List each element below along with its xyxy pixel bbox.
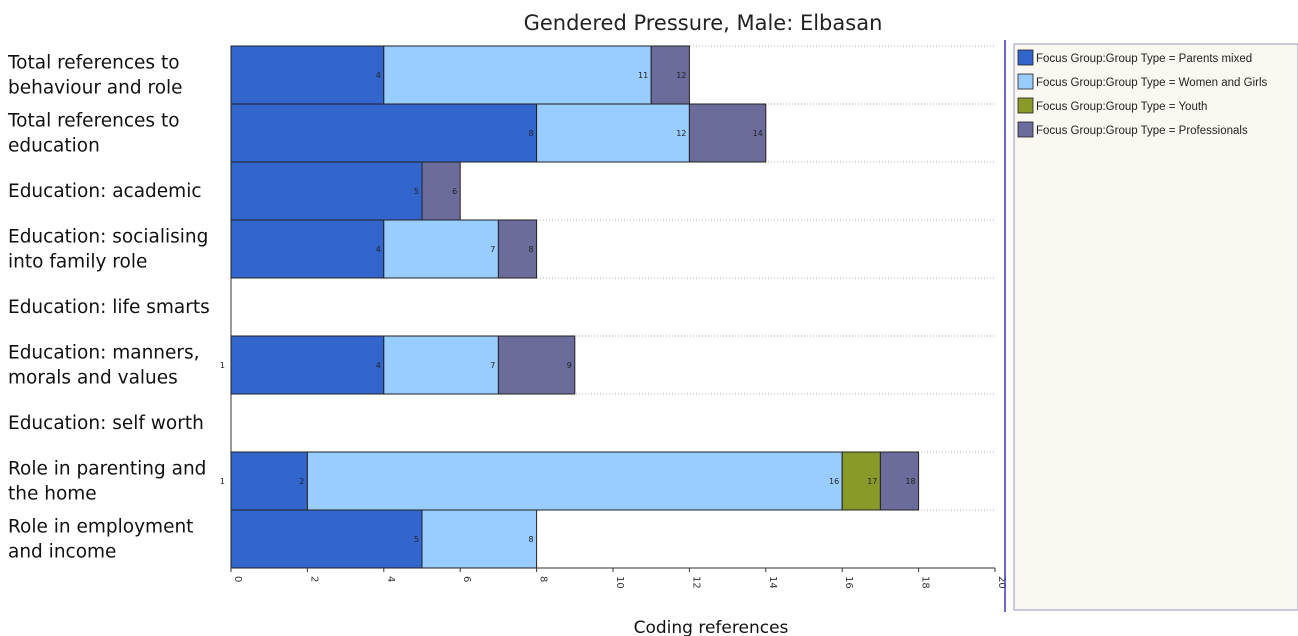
bar	[879, 451, 920, 511]
bar	[497, 219, 538, 279]
bar	[383, 335, 499, 395]
data-label: 17	[867, 477, 877, 486]
category-label: Total references to	[7, 53, 180, 74]
category-label: into family role	[8, 252, 147, 273]
bar	[306, 451, 843, 511]
data-label: 18	[905, 477, 915, 486]
data-labels: 4 11 12 8 12 14 5 6 4 7 8 4 7 9 2 16 17 18 5 8	[299, 71, 915, 544]
bar	[688, 103, 767, 163]
data-label: 5	[414, 535, 419, 544]
category-label: education	[8, 136, 100, 157]
category-label: Role in employment	[8, 517, 193, 538]
data-label: 4	[376, 361, 381, 370]
bar	[230, 335, 385, 395]
bar	[536, 103, 690, 163]
data-label: 4	[376, 245, 381, 254]
x-tick-label: 12	[690, 576, 701, 589]
bar	[650, 45, 690, 105]
legend-entry: Focus Group:Group Type = Parents mixed	[1036, 53, 1252, 65]
x-tick-label: 8	[538, 576, 549, 582]
data-label: 14	[753, 129, 763, 138]
legend-swatch	[1017, 73, 1034, 90]
bar	[383, 45, 652, 105]
category-label: Role in parenting and	[8, 459, 206, 480]
category-label: Total references to	[7, 111, 180, 132]
bar	[421, 161, 461, 221]
x-tick-label: 0	[232, 576, 243, 582]
x-tick-label: 18	[920, 576, 931, 589]
x-tick-label: 14	[767, 576, 778, 589]
category-label: Education: life smarts	[8, 297, 210, 318]
x-tick-label: 6	[461, 576, 472, 582]
category-label: behaviour and role	[8, 78, 183, 99]
bar	[383, 219, 499, 279]
data-label: 6	[452, 187, 457, 196]
bar	[230, 103, 538, 163]
legend-entry: Focus Group:Group Type = Women and Girls	[1036, 77, 1268, 89]
data-label: 2	[299, 477, 304, 486]
x-tick-label: 10	[614, 576, 625, 589]
x-tick-label: 16	[843, 576, 854, 589]
bar	[421, 509, 538, 569]
bar	[230, 161, 423, 221]
data-label: 11	[638, 71, 648, 80]
category-label: Education: academic	[8, 181, 202, 202]
category-labels: Total references to behaviour and role Tot…	[7, 53, 210, 563]
bar	[230, 451, 308, 511]
legend-swatch	[1017, 49, 1034, 66]
legend-entry: Focus Group:Group Type = Youth	[1036, 101, 1207, 113]
bar	[230, 509, 423, 569]
x-tick-label: 2	[308, 576, 319, 582]
x-tick-label: 4	[385, 576, 396, 582]
data-label: 8	[529, 535, 534, 544]
side-mark: 1	[220, 361, 225, 370]
side-marks: 11	[220, 361, 225, 486]
data-label: 8	[529, 245, 534, 254]
legend: Focus Group:Group Type = Parents mixed Fo…	[1004, 40, 1298, 612]
category-label: Education: socialising	[8, 227, 208, 248]
data-label: 8	[529, 129, 534, 138]
legend-entry: Focus Group:Group Type = Professionals	[1036, 125, 1248, 137]
data-label: 9	[567, 361, 572, 370]
data-label: 5	[414, 187, 419, 196]
legend-swatch	[1017, 121, 1034, 138]
category-label: Education: manners,	[8, 343, 200, 364]
data-label: 12	[676, 129, 686, 138]
bar	[230, 219, 385, 279]
category-label: the home	[8, 484, 97, 505]
x-axis-ticks: 0 2 4 6 8 10 12 14 16 18 20	[230, 568, 1007, 589]
data-label: 7	[490, 361, 495, 370]
data-label: 12	[676, 71, 686, 80]
x-tick-label: 20	[996, 576, 1007, 589]
side-mark: 1	[220, 477, 225, 486]
bar	[230, 45, 385, 105]
bars	[230, 45, 920, 569]
category-label: Education: self worth	[8, 413, 204, 434]
category-label: morals and values	[8, 368, 178, 389]
data-label: 7	[490, 245, 495, 254]
category-label: and income	[8, 542, 116, 563]
chart-title: Gendered Pressure, Male: Elbasan	[524, 11, 883, 35]
legend-swatch	[1017, 97, 1034, 114]
data-label: 4	[376, 71, 381, 80]
data-label: 16	[829, 477, 839, 486]
legend-box	[1013, 43, 1298, 611]
bar	[497, 335, 576, 395]
x-axis-label: Coding references	[634, 618, 789, 636]
